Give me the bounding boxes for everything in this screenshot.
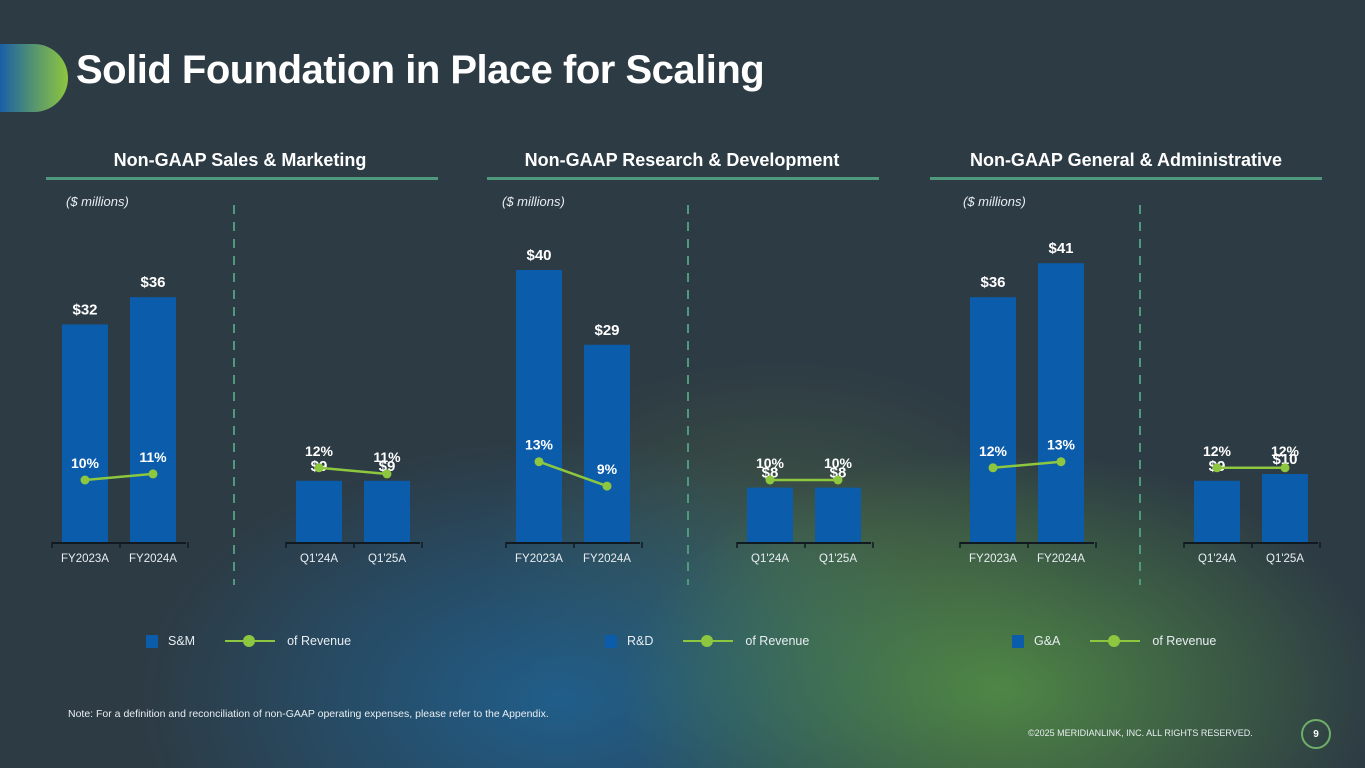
- bar-value-label: $32: [72, 301, 97, 318]
- pct-label: 10%: [756, 455, 785, 471]
- legend-ga: G&A of Revenue: [1012, 634, 1216, 648]
- bar: [130, 297, 176, 542]
- x-tick-label: FY2023A: [61, 553, 109, 565]
- bar: [970, 297, 1016, 542]
- x-tick-label: FY2024A: [129, 553, 177, 565]
- bar-value-label: $8: [762, 465, 779, 482]
- bar-value-label: $29: [594, 322, 619, 339]
- panel-rule-rd: [487, 177, 879, 180]
- page-number: 9: [1301, 719, 1331, 749]
- bar: [747, 487, 793, 542]
- legend-bar-swatch: [605, 634, 617, 648]
- pct-label: 13%: [525, 437, 554, 453]
- bar: [1194, 480, 1240, 542]
- legend-rd: R&D of Revenue: [605, 634, 809, 648]
- legend-bar-swatch: [146, 634, 158, 648]
- pct-label: 10%: [824, 455, 853, 471]
- pct-point: [833, 475, 843, 485]
- panel-title-ga: Non-GAAP General & Administrative: [969, 150, 1283, 170]
- pct-label: 12%: [1203, 443, 1232, 459]
- pct-series-line: [992, 460, 1062, 470]
- bar: [815, 487, 861, 542]
- pct-label: 12%: [305, 443, 334, 459]
- legend-line-marker-icon: [1090, 634, 1141, 648]
- bar-value-label: $40: [526, 247, 551, 264]
- legend-line-marker-icon: [683, 634, 734, 648]
- pct-series-line: [84, 472, 154, 482]
- bar: [584, 344, 630, 542]
- footnote: Note: For a definition and reconciliatio…: [68, 708, 549, 720]
- x-tick-label: FY2024A: [583, 553, 631, 565]
- legend-line-label: of Revenue: [287, 634, 352, 648]
- bar: [296, 480, 342, 542]
- pct-point: [1056, 457, 1066, 467]
- pct-point: [1280, 463, 1290, 473]
- pct-point: [534, 457, 544, 467]
- pct-label: 13%: [1047, 437, 1076, 453]
- legend-bar-label: G&A: [1034, 634, 1061, 648]
- bar: [62, 324, 108, 542]
- copyright: ©2025 MERIDIANLINK, INC. ALL RIGHTS RESE…: [1028, 728, 1253, 738]
- legend-sm: S&M of Revenue: [146, 634, 351, 648]
- x-tick-label: Q1'24A: [300, 553, 338, 565]
- bar-value-label: $10: [1272, 451, 1297, 468]
- pct-series-line: [318, 466, 388, 476]
- bar-value-label: $41: [1048, 240, 1073, 257]
- bar: [1262, 474, 1308, 542]
- x-tick-label: FY2023A: [969, 553, 1017, 565]
- pct-label: 12%: [979, 443, 1008, 459]
- panel-title-sm: Non-GAAP Sales & Marketing: [113, 150, 367, 170]
- pct-point: [1212, 463, 1222, 473]
- pct-point: [602, 481, 612, 491]
- legend-bar-label: S&M: [168, 634, 196, 648]
- pct-point: [382, 469, 392, 479]
- x-tick-label: Q1'24A: [751, 553, 789, 565]
- bar-value-label: $8: [830, 465, 847, 482]
- panel-rule-ga: [930, 177, 1322, 180]
- x-tick-label: Q1'24A: [1198, 553, 1236, 565]
- legend-line-marker-icon: [225, 634, 276, 648]
- title-accent-tab: [0, 44, 68, 112]
- pct-point: [80, 475, 90, 485]
- pct-label: 9%: [597, 461, 618, 477]
- page-title: Solid Foundation in Place for Scaling: [76, 48, 765, 92]
- pct-point: [148, 469, 158, 479]
- bar-value-label: $36: [140, 274, 165, 291]
- pct-label: 12%: [1271, 443, 1300, 459]
- legend-bar-swatch: [1012, 634, 1024, 648]
- pct-point: [765, 475, 775, 485]
- panel-title-rd: Non-GAAP Research & Development: [524, 150, 840, 170]
- x-tick-label: Q1'25A: [1266, 553, 1304, 565]
- legend-bar-label: R&D: [627, 634, 654, 648]
- x-tick-label: Q1'25A: [368, 553, 406, 565]
- bar: [364, 480, 410, 542]
- pct-series-line: [538, 460, 608, 488]
- pct-point: [988, 463, 998, 473]
- bar-value-label: $9: [379, 458, 396, 475]
- x-tick-label: FY2024A: [1037, 553, 1085, 565]
- legend-line-label: of Revenue: [1152, 634, 1217, 648]
- bar: [516, 270, 562, 542]
- pct-point: [314, 463, 324, 473]
- bar-value-label: $36: [980, 274, 1005, 291]
- bar: [1038, 263, 1084, 542]
- panel-rule-sm: [46, 177, 438, 180]
- units-label-sm: ($ millions): [66, 194, 129, 209]
- units-label-ga: ($ millions): [963, 194, 1026, 209]
- units-label-rd: ($ millions): [502, 194, 565, 209]
- pct-label: 11%: [139, 449, 167, 465]
- legend-line-label: of Revenue: [745, 634, 810, 648]
- x-tick-label: Q1'25A: [819, 553, 857, 565]
- x-tick-label: FY2023A: [515, 553, 563, 565]
- pct-label: 10%: [71, 455, 100, 471]
- pct-label: 11%: [373, 449, 401, 465]
